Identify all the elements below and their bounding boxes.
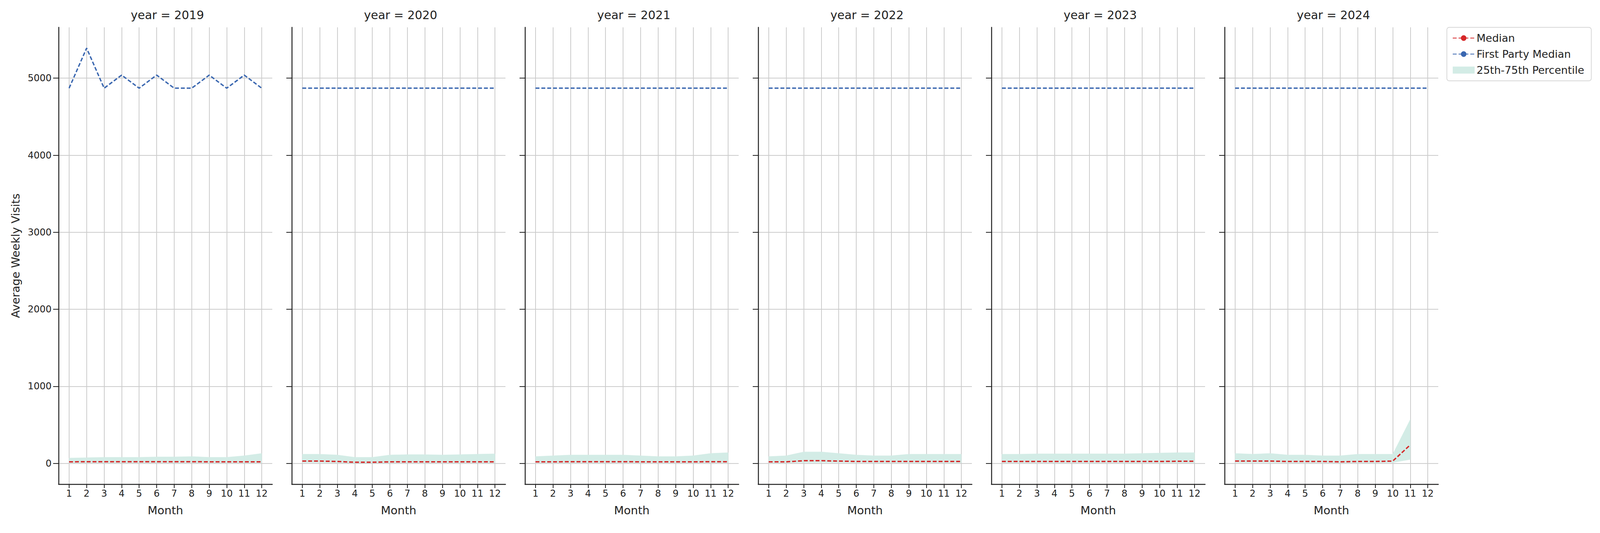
svg-text:3: 3 — [334, 488, 341, 500]
svg-text:11: 11 — [1404, 488, 1417, 500]
svg-text:3: 3 — [800, 488, 807, 500]
svg-text:7: 7 — [404, 488, 411, 500]
svg-text:12: 12 — [955, 488, 968, 500]
svg-text:5: 5 — [369, 488, 376, 500]
svg-text:9: 9 — [206, 488, 213, 500]
svg-text:8: 8 — [1354, 488, 1361, 500]
svg-text:9: 9 — [905, 488, 912, 500]
svg-text:4: 4 — [818, 488, 825, 500]
svg-text:Average Weekly Visits: Average Weekly Visits — [8, 193, 23, 318]
svg-text:25th-75th Percentile: 25th-75th Percentile — [1476, 64, 1585, 77]
svg-text:Month: Month — [1313, 503, 1350, 518]
svg-text:1: 1 — [1232, 488, 1238, 500]
svg-text:year = 2021: year = 2021 — [597, 8, 671, 22]
svg-text:3: 3 — [101, 488, 108, 500]
svg-text:3: 3 — [567, 488, 574, 500]
svg-text:11: 11 — [471, 488, 484, 500]
svg-text:6: 6 — [853, 488, 859, 500]
svg-text:12: 12 — [1188, 488, 1201, 500]
svg-text:2: 2 — [83, 488, 90, 500]
svg-text:First Party Median: First Party Median — [1476, 48, 1571, 61]
svg-text:6: 6 — [619, 488, 626, 500]
svg-text:12: 12 — [722, 488, 735, 500]
svg-text:5: 5 — [602, 488, 609, 500]
svg-text:2: 2 — [783, 488, 790, 500]
svg-text:year = 2024: year = 2024 — [1296, 8, 1371, 22]
svg-text:0: 0 — [45, 458, 52, 470]
svg-text:10: 10 — [1386, 488, 1399, 500]
svg-text:2: 2 — [1249, 488, 1256, 500]
svg-text:year = 2020: year = 2020 — [364, 8, 438, 22]
svg-text:8: 8 — [888, 488, 895, 500]
svg-text:4: 4 — [118, 488, 125, 500]
svg-text:4: 4 — [351, 488, 358, 500]
svg-text:1: 1 — [998, 488, 1005, 500]
svg-text:Month: Month — [380, 503, 417, 518]
svg-text:8: 8 — [421, 488, 428, 500]
svg-text:10: 10 — [920, 488, 933, 500]
svg-text:4: 4 — [1284, 488, 1291, 500]
svg-text:5: 5 — [1069, 488, 1075, 500]
svg-text:1: 1 — [66, 488, 72, 500]
svg-text:8: 8 — [655, 488, 661, 500]
svg-text:Month: Month — [147, 503, 184, 518]
svg-text:7: 7 — [870, 488, 877, 500]
svg-text:year = 2023: year = 2023 — [1063, 8, 1138, 22]
svg-text:4000: 4000 — [27, 150, 52, 161]
svg-text:7: 7 — [171, 488, 177, 500]
svg-text:2: 2 — [550, 488, 556, 500]
svg-text:7: 7 — [1103, 488, 1110, 500]
svg-text:2000: 2000 — [27, 303, 52, 315]
svg-text:9: 9 — [439, 488, 446, 500]
svg-text:1: 1 — [532, 488, 539, 500]
svg-text:4: 4 — [585, 488, 592, 500]
svg-text:3: 3 — [1267, 488, 1274, 500]
svg-text:11: 11 — [238, 488, 251, 500]
svg-text:12: 12 — [1421, 488, 1434, 500]
svg-text:12: 12 — [489, 488, 502, 500]
svg-text:2: 2 — [1016, 488, 1023, 500]
svg-text:3000: 3000 — [27, 226, 52, 238]
svg-text:6: 6 — [1319, 488, 1326, 500]
svg-text:10: 10 — [220, 488, 233, 500]
svg-text:9: 9 — [1139, 488, 1145, 500]
svg-text:Month: Month — [847, 503, 883, 518]
svg-text:Median: Median — [1476, 32, 1515, 45]
svg-text:10: 10 — [453, 488, 467, 500]
svg-text:6: 6 — [153, 488, 160, 500]
svg-text:7: 7 — [1337, 488, 1343, 500]
svg-text:Month: Month — [614, 503, 650, 518]
svg-text:1: 1 — [299, 488, 306, 500]
svg-text:10: 10 — [1153, 488, 1166, 500]
svg-text:7: 7 — [637, 488, 644, 500]
svg-text:4: 4 — [1051, 488, 1058, 500]
svg-text:8: 8 — [1121, 488, 1128, 500]
svg-text:Month: Month — [1080, 503, 1117, 518]
svg-text:1000: 1000 — [27, 380, 52, 392]
svg-text:5: 5 — [136, 488, 143, 500]
svg-text:5: 5 — [1302, 488, 1309, 500]
svg-text:11: 11 — [1171, 488, 1184, 500]
svg-text:3: 3 — [1033, 488, 1040, 500]
svg-text:year = 2019: year = 2019 — [130, 8, 205, 22]
svg-text:6: 6 — [386, 488, 393, 500]
svg-text:2: 2 — [316, 488, 323, 500]
svg-text:10: 10 — [687, 488, 700, 500]
svg-text:year = 2022: year = 2022 — [830, 8, 904, 22]
svg-text:11: 11 — [704, 488, 717, 500]
svg-text:1: 1 — [765, 488, 772, 500]
svg-text:8: 8 — [188, 488, 195, 500]
svg-text:9: 9 — [1372, 488, 1379, 500]
svg-text:6: 6 — [1086, 488, 1093, 500]
svg-text:12: 12 — [255, 488, 268, 500]
svg-text:9: 9 — [672, 488, 679, 500]
svg-text:11: 11 — [937, 488, 950, 500]
svg-text:5: 5 — [835, 488, 842, 500]
svg-text:5000: 5000 — [27, 72, 52, 84]
